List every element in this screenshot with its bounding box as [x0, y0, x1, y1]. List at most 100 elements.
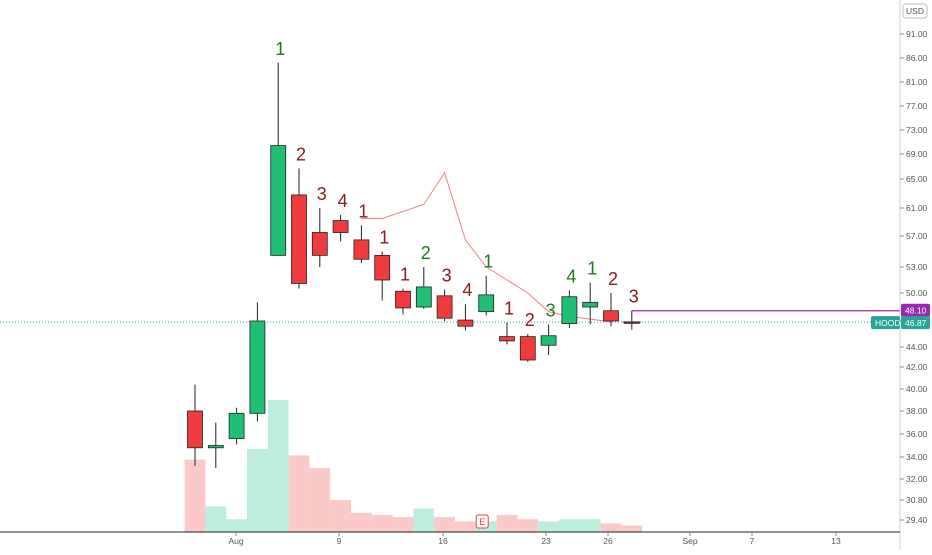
- volume-bar: [455, 521, 476, 532]
- candle-body: [478, 294, 495, 313]
- candle: [332, 215, 349, 242]
- candle-body: [582, 301, 599, 308]
- price-tick-label: 61.00: [906, 203, 928, 213]
- price-tick-label: 57.00: [906, 231, 928, 241]
- last-price-badge-box: [901, 316, 930, 330]
- price-tick-label: 40.00: [906, 384, 928, 394]
- candle-body: [270, 145, 287, 256]
- time-tick-label: Aug: [228, 536, 243, 546]
- candle: [415, 267, 432, 309]
- candle: [270, 62, 287, 256]
- earnings-marker-box: [475, 514, 489, 529]
- count-label: 1: [358, 202, 368, 222]
- earnings-marker: E: [475, 514, 489, 529]
- count-label: 1: [275, 39, 285, 59]
- candle: [395, 288, 411, 315]
- count-label: 2: [296, 144, 306, 164]
- volume-bar: [434, 517, 455, 532]
- price-tick-label: 86.00: [906, 53, 928, 63]
- price-tick-label: 91.00: [906, 29, 928, 39]
- line-price-badge-box: [901, 303, 930, 317]
- volume-bar: [413, 508, 435, 532]
- candle-body: [207, 445, 224, 449]
- candle-body: [519, 336, 536, 361]
- price-tick-label: 77.00: [906, 101, 928, 111]
- candle-body: [228, 412, 245, 439]
- time-tick-label: 23: [541, 536, 551, 546]
- volume-bar: [579, 519, 601, 532]
- currency-label: USD: [906, 6, 924, 16]
- volume-bar: [205, 506, 227, 532]
- count-label: 1: [587, 259, 597, 279]
- volume-bar: [330, 500, 351, 532]
- count-label: 1: [400, 265, 410, 285]
- count-label: 3: [546, 300, 556, 320]
- candle: [291, 168, 307, 289]
- count-label: 1: [379, 228, 389, 248]
- time-tick-label: 26: [603, 536, 613, 546]
- count-label: 1: [504, 299, 514, 319]
- candle-body: [291, 194, 307, 284]
- count-label: 4: [338, 191, 348, 211]
- candle-body: [561, 296, 578, 325]
- volume-bar: [267, 400, 289, 532]
- volume-bar: [184, 459, 206, 532]
- candle-body: [395, 290, 411, 309]
- count-label: 2: [525, 310, 535, 330]
- candle: [374, 251, 391, 301]
- volume-bar: [351, 512, 372, 532]
- count-label: 3: [442, 266, 452, 286]
- line-price-label: 48.10: [905, 306, 927, 316]
- candle-body: [374, 254, 391, 281]
- volume-bar: [600, 523, 622, 532]
- volume-bar: [226, 519, 247, 532]
- symbol-badge: HOOD: [871, 316, 901, 330]
- volume-bar: [559, 519, 580, 532]
- earnings-marker-label: E: [479, 517, 485, 527]
- price-tick-label: 81.00: [906, 77, 928, 87]
- time-tick-label: 7: [750, 536, 755, 546]
- candle: [457, 304, 474, 331]
- candle: [561, 290, 578, 328]
- volume-layer: E: [184, 400, 643, 532]
- candle-body: [603, 310, 619, 322]
- currency-badge-box: [902, 3, 928, 19]
- price-tick-label: 50.00: [906, 288, 928, 298]
- count-label: 4: [462, 280, 472, 300]
- price-tick-label: 32.00: [906, 474, 928, 484]
- candle: [187, 384, 203, 466]
- candle: [249, 302, 266, 422]
- candle-body: [436, 295, 453, 319]
- candle-body: [540, 335, 557, 346]
- candle: [436, 289, 453, 321]
- time-tick-label: 16: [438, 536, 448, 546]
- candle: [353, 225, 370, 264]
- volume-bar: [392, 517, 414, 532]
- price-tick-label: 30.80: [906, 495, 928, 505]
- price-tick-label: 69.00: [906, 149, 928, 159]
- candle-body: [353, 239, 370, 260]
- candle-layer: [187, 62, 641, 468]
- candle-body: [249, 320, 266, 414]
- count-label: 4: [566, 266, 576, 286]
- volume-bar: [309, 468, 331, 532]
- price-tick-label: 38.00: [906, 406, 928, 416]
- candle: [519, 334, 536, 362]
- candle: [540, 324, 557, 355]
- last-price-label: 46.87: [905, 318, 927, 328]
- price-tick-label: 44.00: [906, 342, 928, 352]
- candle-body: [332, 220, 349, 233]
- last-price-badge: 46.87: [901, 316, 930, 330]
- count-label: 3: [317, 184, 327, 204]
- count-label: 3: [629, 287, 639, 307]
- count-label: 2: [608, 269, 618, 289]
- candle: [582, 282, 599, 325]
- price-tick-label: 29.40: [906, 515, 928, 525]
- time-tick-label: 9: [337, 536, 342, 546]
- volume-bar: [371, 514, 393, 532]
- volume-bar: [538, 521, 559, 532]
- symbol-label: HOOD: [875, 318, 901, 328]
